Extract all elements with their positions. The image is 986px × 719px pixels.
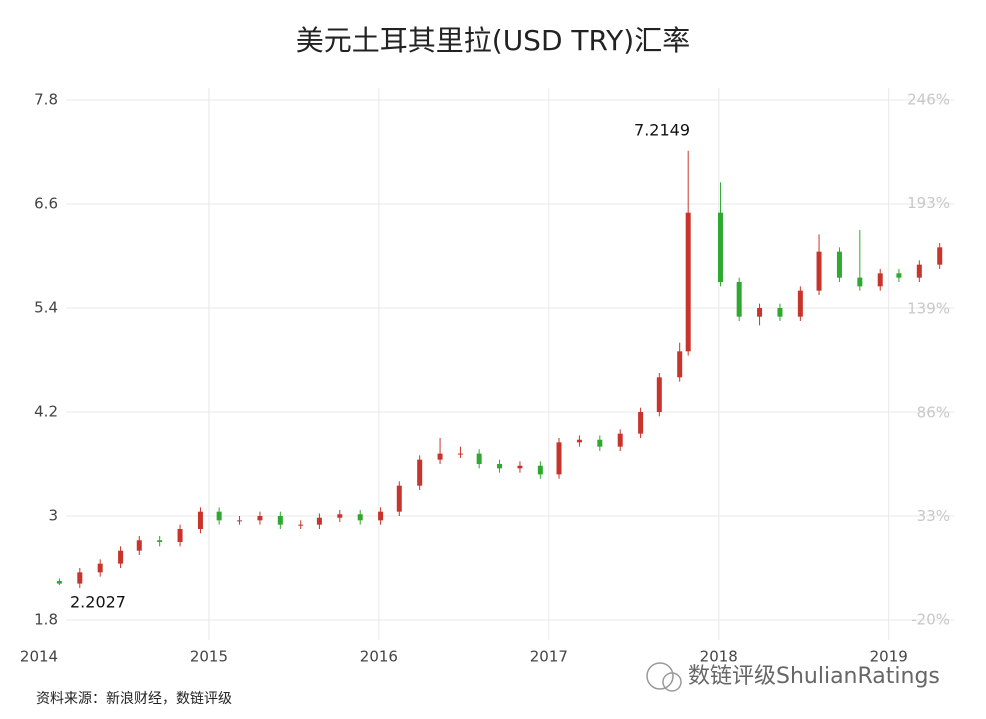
y2-tick-label: 139% bbox=[907, 300, 950, 318]
candle-body bbox=[237, 520, 243, 522]
chart-title: 美元土耳其里拉(USD TRY)汇率 bbox=[296, 24, 690, 57]
max-annotation: 7.2149 bbox=[634, 121, 690, 140]
y2-tick-label: 33% bbox=[917, 507, 950, 525]
y-tick-label: 4.2 bbox=[34, 403, 58, 421]
candle-body bbox=[638, 412, 644, 434]
candle-body bbox=[597, 439, 603, 447]
y2-tick-label: -20% bbox=[911, 611, 950, 629]
x-tick-label: 2015 bbox=[190, 648, 228, 666]
candle-body bbox=[157, 540, 163, 542]
candle-body bbox=[277, 516, 283, 525]
candle-body bbox=[797, 290, 803, 317]
candle-body bbox=[197, 511, 203, 529]
candle-body bbox=[656, 377, 662, 412]
y-tick-label: 3 bbox=[48, 507, 58, 525]
candle-body bbox=[396, 485, 402, 512]
candle-body bbox=[816, 251, 822, 291]
x-tick-label: 2016 bbox=[360, 648, 398, 666]
x-tick-label: 2018 bbox=[700, 648, 738, 666]
candle-body bbox=[757, 308, 763, 317]
candle-body bbox=[517, 465, 523, 469]
candle-body bbox=[877, 273, 883, 287]
candle-body bbox=[357, 514, 363, 521]
candle-body bbox=[556, 442, 562, 475]
candle-body bbox=[337, 514, 343, 518]
candle-body bbox=[617, 433, 623, 447]
candle-body bbox=[677, 351, 683, 378]
x-tick-label: 2019 bbox=[870, 648, 908, 666]
x-tick-label: 2017 bbox=[530, 648, 568, 666]
candle-body bbox=[298, 524, 304, 526]
candle-body bbox=[77, 572, 83, 584]
candle-body bbox=[118, 550, 124, 564]
source-note: 资料来源：新浪财经，数链评级 bbox=[36, 691, 232, 707]
y-tick-label: 1.8 bbox=[34, 611, 58, 629]
min-annotation: 2.2027 bbox=[70, 593, 126, 612]
candle-body bbox=[257, 516, 263, 521]
candle-body bbox=[417, 459, 423, 486]
watermark: 数链评级ShulianRatings bbox=[688, 664, 940, 689]
y2-tick-label: 246% bbox=[907, 91, 950, 109]
y2-tick-label: 86% bbox=[917, 403, 950, 421]
candle-body bbox=[316, 517, 322, 525]
candle-body bbox=[136, 540, 142, 551]
candle-body bbox=[857, 277, 863, 287]
candle-body bbox=[576, 439, 582, 443]
candle-body bbox=[457, 453, 463, 455]
candle-body bbox=[476, 453, 482, 464]
candle-body bbox=[437, 453, 443, 460]
candle-body bbox=[216, 511, 222, 521]
candle-body bbox=[896, 273, 902, 278]
candle-body bbox=[97, 563, 103, 573]
x-tick-label: 2014 bbox=[20, 648, 58, 666]
y-tick-label: 6.6 bbox=[34, 195, 58, 213]
candle-body bbox=[836, 251, 842, 278]
candle-body bbox=[537, 465, 543, 475]
y-tick-label: 5.4 bbox=[34, 299, 58, 317]
watermark-icon bbox=[646, 662, 682, 692]
candle-body bbox=[916, 264, 922, 278]
candle-body bbox=[717, 212, 723, 282]
candle-body bbox=[56, 581, 62, 584]
candle-body bbox=[685, 212, 691, 352]
candle-body bbox=[777, 308, 783, 317]
y2-tick-label: 193% bbox=[907, 194, 950, 212]
candle-body bbox=[497, 464, 503, 469]
candle-body bbox=[177, 529, 183, 542]
candle-body bbox=[937, 247, 943, 265]
candle-body bbox=[736, 282, 742, 317]
y-tick-label: 7.8 bbox=[34, 91, 58, 109]
candle-body bbox=[378, 511, 384, 521]
